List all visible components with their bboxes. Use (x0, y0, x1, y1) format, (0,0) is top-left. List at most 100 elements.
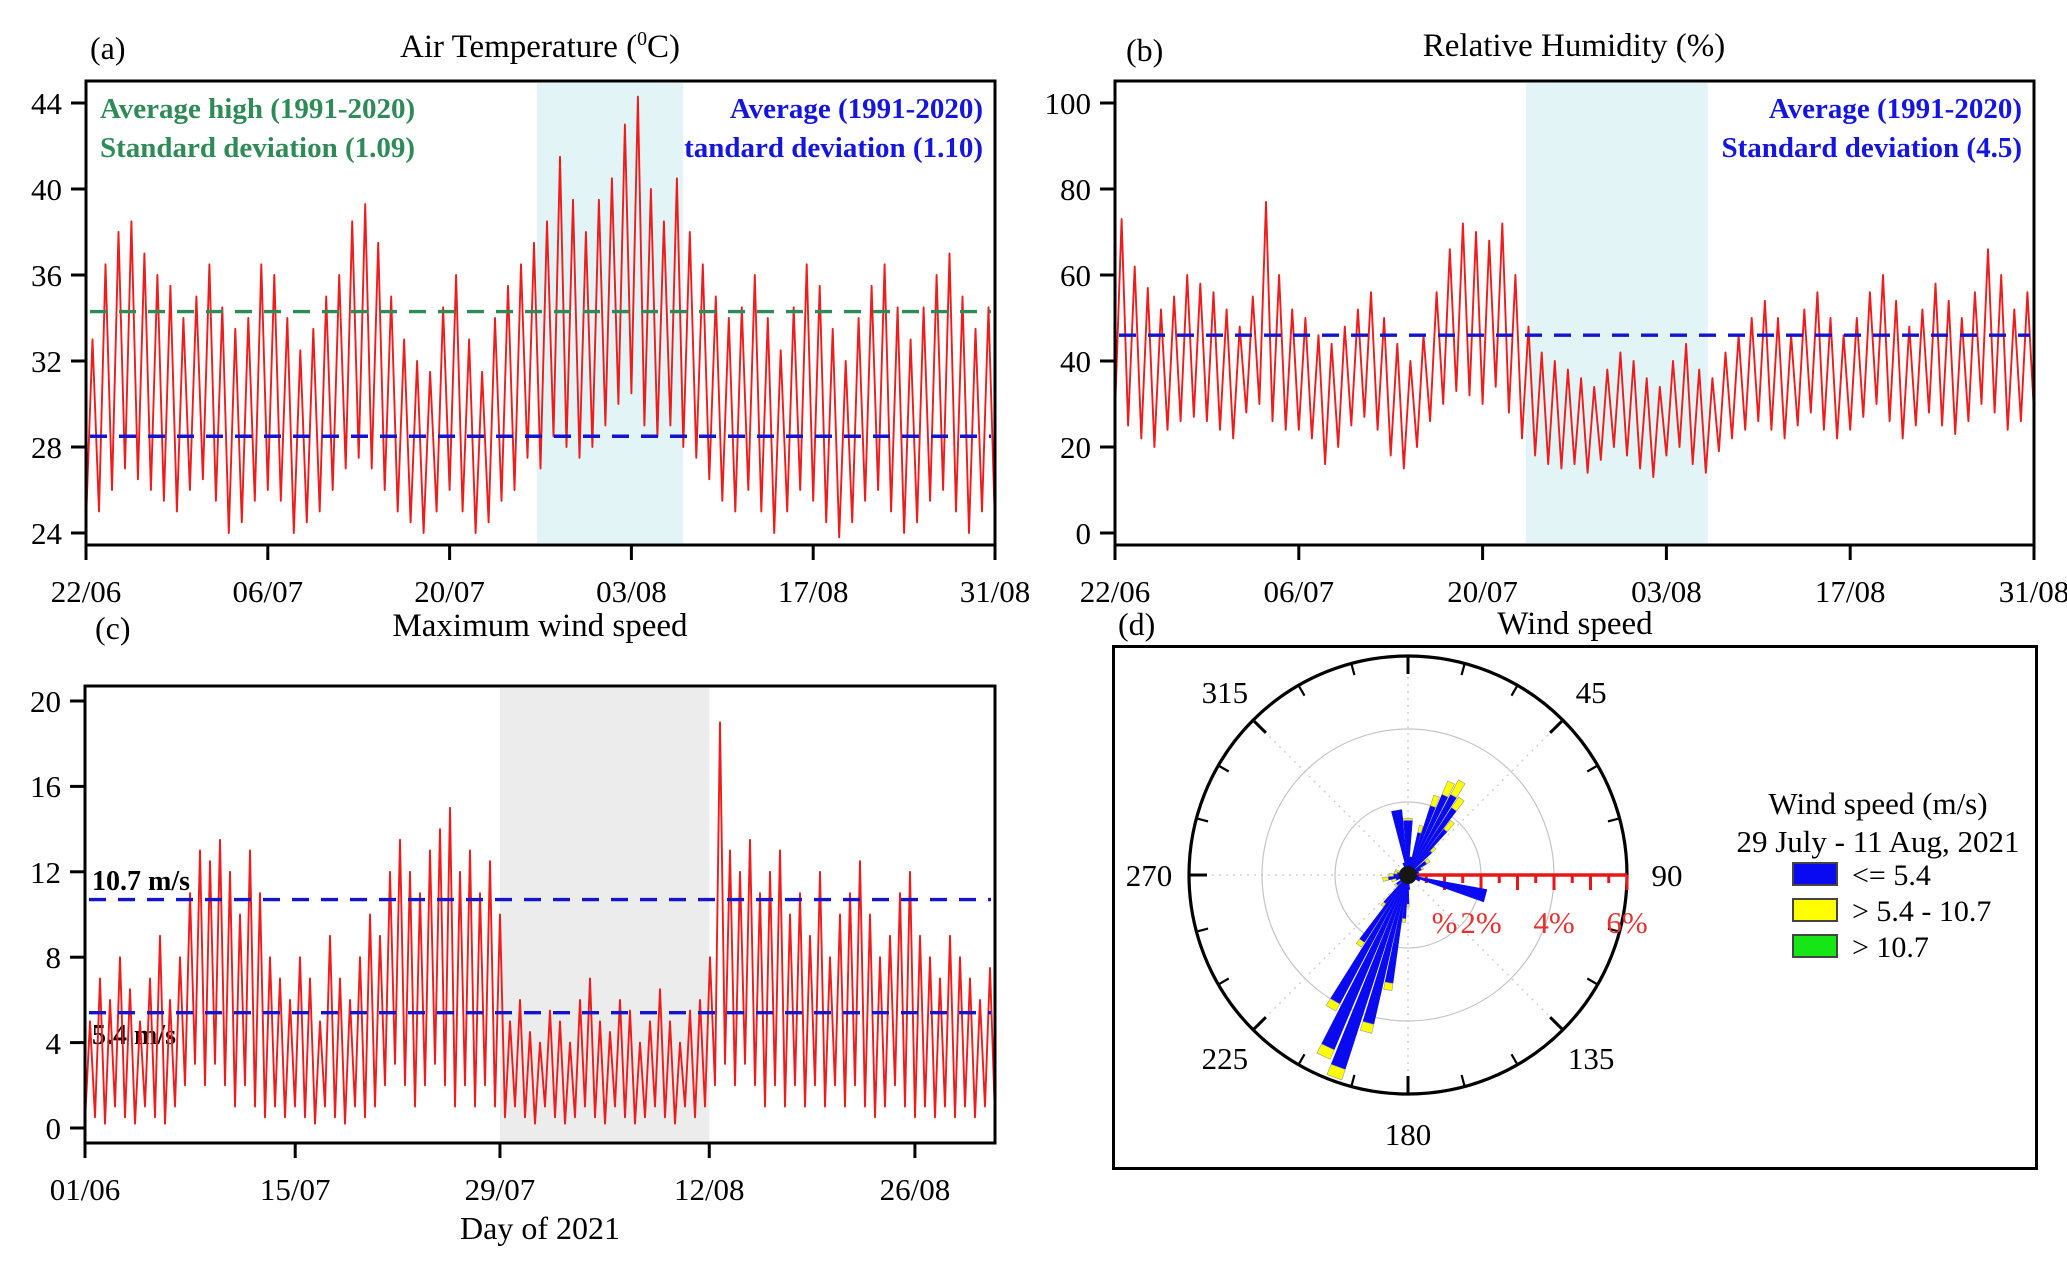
ytick-b-60: 60 (1060, 258, 1091, 293)
rose-frame (1112, 645, 2038, 1170)
ytick-a-40: 40 (31, 172, 62, 207)
plot-frame-a (84, 79, 997, 547)
xtick-a-17/08: 17/08 (777, 574, 849, 609)
rose-petal-yellow-55 (1424, 858, 1431, 865)
rose-petal-yellow-270 (1388, 873, 1394, 877)
xtick-b-20/07: 20/07 (1447, 574, 1518, 609)
rose-petal-yellow-260 (1382, 876, 1389, 882)
rose-petal-yellow-65 (1420, 866, 1424, 871)
ytick-c-12: 12 (30, 854, 61, 890)
panel-a-title-sup: 0 (637, 28, 648, 50)
ytick-a-44: 44 (31, 86, 62, 121)
legend-subtitle: 29 July - 11 Aug, 2021 (1736, 824, 2020, 859)
series-red-b (1114, 200, 2035, 479)
rose-angle-label-270: 270 (1126, 858, 1173, 893)
annotation-threshold-10-7: 10.7 m/s (92, 866, 190, 897)
xtick-a-03/08: 03/08 (596, 574, 667, 609)
rose-radial-label-2: 2% (1460, 905, 1501, 940)
rose-petal-yellow-40 (1443, 819, 1455, 833)
annotation-a-average-line2: Standard deviation (1.10) (667, 132, 983, 164)
xtick-b-31/08: 31/08 (1998, 574, 2067, 609)
panel-c-letter: (c) (95, 610, 131, 646)
legend-swatch-blue (1792, 862, 1838, 886)
ytick-a-32: 32 (31, 344, 62, 379)
xtick-c-26/08: 26/08 (879, 1172, 951, 1207)
annotation-a-average-line1: Average (1991-2020) (729, 93, 983, 125)
xtick-b-03/08: 03/08 (1631, 574, 1702, 609)
ytick-b-20: 20 (1060, 430, 1091, 465)
legend-swatch-green (1792, 934, 1838, 958)
rose-angle-label-315: 315 (1202, 675, 1249, 710)
ytick-c-4: 4 (45, 1025, 62, 1061)
rose-petal-yellow-15 (1417, 824, 1424, 834)
panel-a-plot (71, 79, 997, 560)
panel-b-letter: (b) (1126, 32, 1164, 68)
xtick-c-29/07: 29/07 (464, 1172, 536, 1207)
rose-petal-blue-350 (1391, 809, 1409, 876)
rose-petal-yellow-30 (1450, 779, 1466, 799)
rose-angle-label-135: 135 (1568, 1041, 1615, 1076)
rose-angle-label-90: 90 (1652, 858, 1683, 893)
rose-radial-label-6: 6% (1606, 905, 1647, 940)
rose-petal-yellow-20 (1430, 794, 1440, 808)
annotation-b-average-line2: Standard deviation (4.5) (1721, 132, 2022, 164)
ytick-b-40: 40 (1060, 344, 1091, 379)
rose-petal-yellow-185 (1401, 918, 1407, 923)
panel-d-title: Wind speed (1497, 608, 1652, 641)
annotation-avg-high-line1: Average high (1991-2020) (100, 93, 416, 125)
ytick-b-100: 100 (1044, 86, 1092, 121)
rose-angle-label-45: 45 (1576, 675, 1607, 710)
panel-a-letter: (a) (90, 30, 126, 66)
xtick-a-22/06: 22/06 (50, 574, 122, 609)
rose-petal-yellow-35 (1451, 796, 1465, 812)
rose-petal-yellow-180 (1406, 903, 1410, 908)
rose-petal-yellow-290 (1394, 868, 1401, 873)
ytick-a-36: 36 (31, 258, 62, 293)
xtick-a-31/08: 31/08 (959, 574, 1031, 609)
panel-d-letter: (d) (1118, 606, 1156, 642)
rose-petal-yellow-45 (1429, 846, 1437, 854)
xtick-b-22/06: 22/06 (1079, 574, 1151, 609)
ytick-c-20: 20 (30, 684, 61, 719)
rose-petal-yellow-230 (1393, 883, 1399, 888)
rose-petal-yellow-200 (1326, 1064, 1346, 1081)
ytick-b-0: 0 (1075, 516, 1092, 551)
rose-radial-label-4: 4% (1533, 905, 1574, 940)
plot-frame-b (1113, 79, 2036, 547)
ytick-c-16: 16 (30, 769, 61, 805)
rose-radial-label-1: % (1432, 905, 1458, 940)
panel-a-title-text2: C) (647, 29, 681, 65)
ytick-c-0: 0 (45, 1111, 62, 1146)
rose-petal-yellow-215 (1355, 938, 1365, 948)
xtick-c-15/07: 15/07 (259, 1172, 331, 1207)
legend-title: Wind speed (m/s) (1768, 786, 1988, 821)
annotation-avg-high-line2: Standard deviation (1.09) (100, 132, 416, 164)
ytick-a-24: 24 (31, 516, 62, 551)
rose-center (1399, 866, 1417, 884)
panel-a-title: Air Temperature (0C) (400, 28, 681, 65)
highlight-band-c (500, 688, 710, 1141)
rose-petal-yellow-25 (1441, 780, 1455, 798)
annotation-b-average-line1: Average (1991-2020) (1768, 93, 2022, 125)
panel-d-title-text: Wind speed (1497, 606, 1653, 642)
ytick-a-28: 28 (31, 430, 62, 465)
rose-petal-yellow-195 (1359, 1021, 1375, 1034)
xtick-c-12/08: 12/08 (673, 1172, 745, 1207)
xtick-b-17/08: 17/08 (1814, 574, 1886, 609)
rose-petal-yellow-220 (1380, 901, 1386, 908)
rose-petal-yellow-210 (1325, 998, 1341, 1012)
series-red-a (85, 95, 996, 539)
rose-angle-label-180: 180 (1385, 1117, 1432, 1152)
xtick-b-06/07: 06/07 (1263, 574, 1335, 609)
xtick-a-06/07: 06/07 (232, 574, 304, 609)
plot-frame-c (83, 684, 997, 1145)
panel-b-plot (1100, 79, 2036, 560)
rose-petal-blue-105 (1407, 874, 1488, 903)
legend-item-gt-10-7: > 10.7 (1852, 931, 1929, 964)
ytick-c-8: 8 (45, 940, 62, 976)
rose-petal-yellow-190 (1383, 981, 1394, 992)
panel-c-plot (70, 684, 997, 1158)
panel-c-title-text: Maximum wind speed (392, 608, 688, 644)
xtick-c-01/06: 01/06 (49, 1172, 121, 1207)
